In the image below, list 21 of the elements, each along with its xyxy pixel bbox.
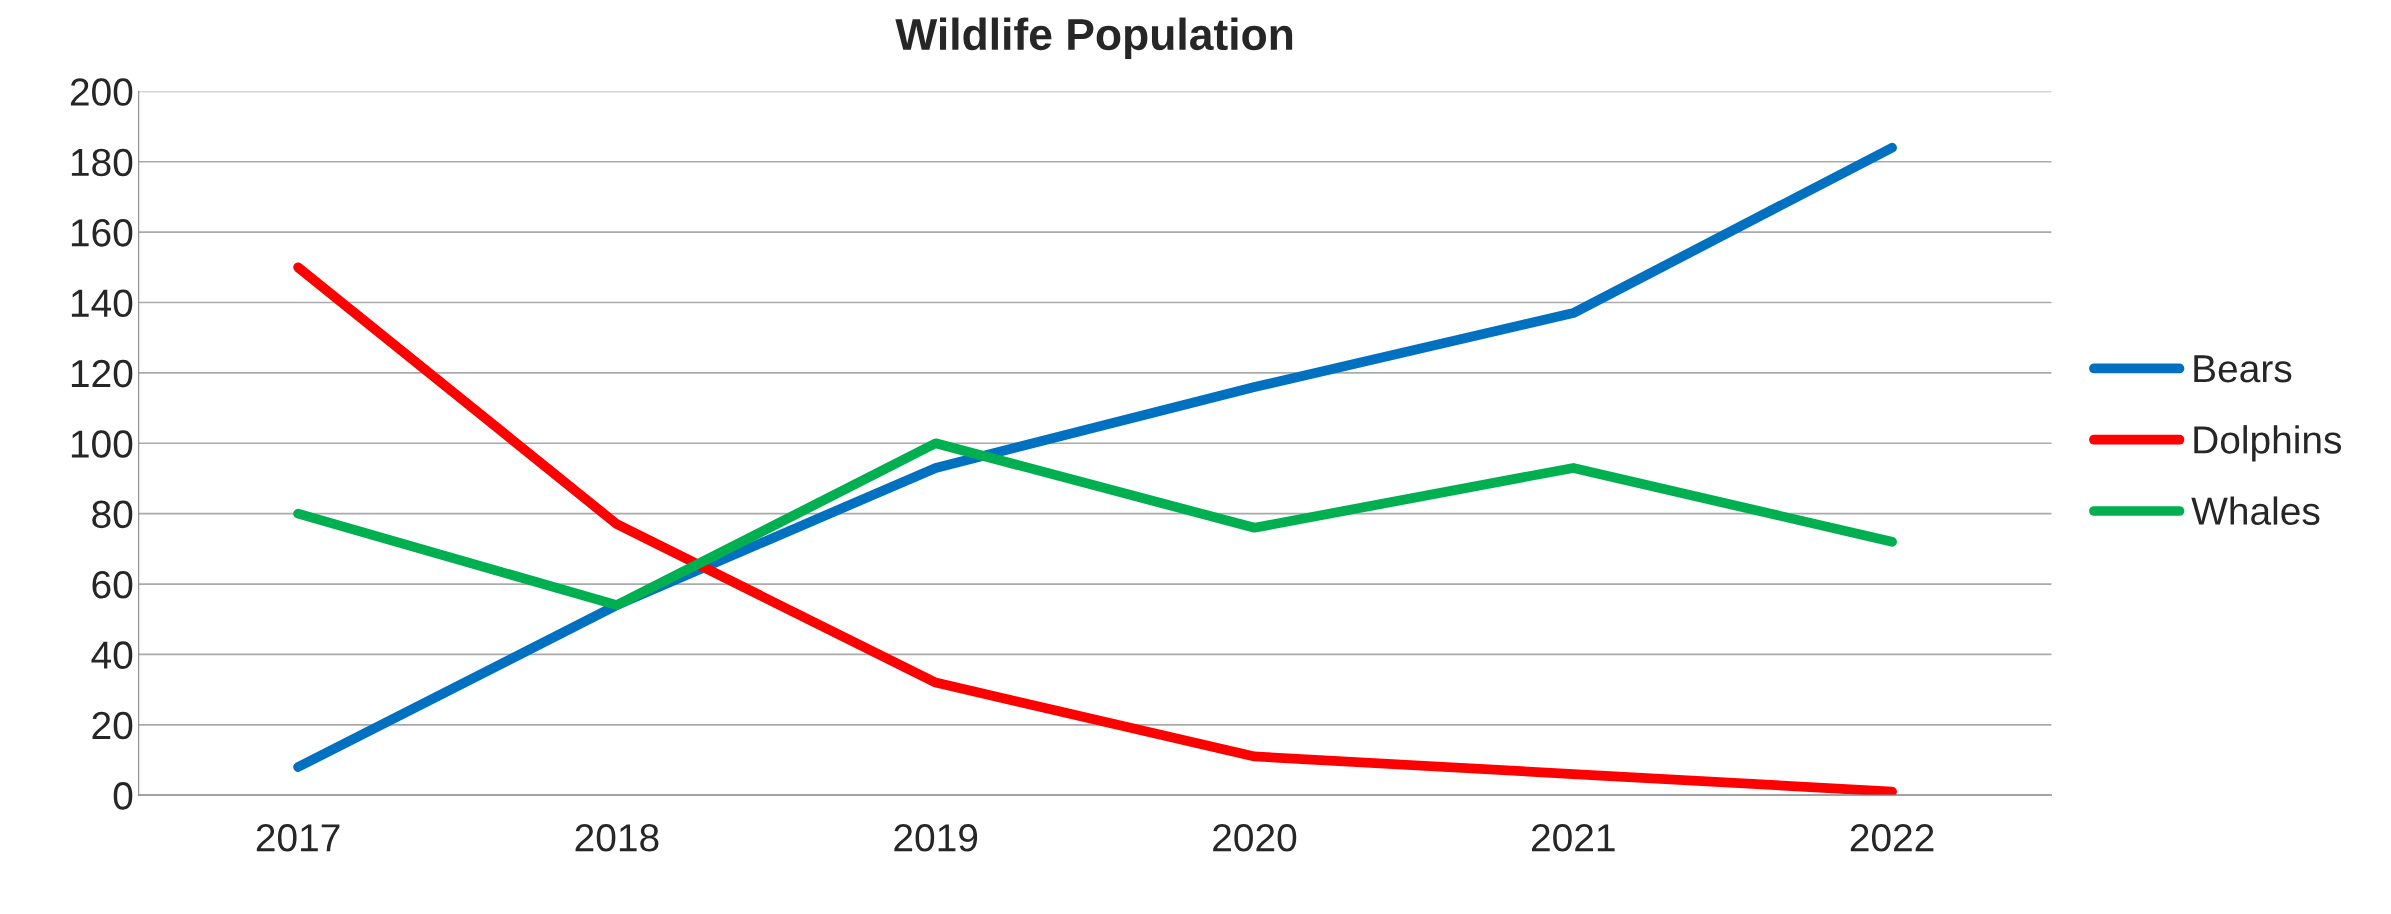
x-tick-label: 2022 [1850,823,1934,852]
y-tick-label: 0 [113,782,133,810]
x-tick-label: 2020 [1213,823,1297,852]
chart-title: Wildlife Population [895,17,1293,59]
x-tick-label: 2017 [256,823,340,852]
y-tick-label: 180 [71,148,133,177]
y-tick-label: 160 [71,219,133,247]
y-tick-label: 100 [71,430,133,458]
legend-label: Bears [2194,355,2292,383]
x-tick-label: 2018 [575,823,659,852]
legend-label: Whales [2191,496,2320,525]
y-tick-label: 40 [91,641,133,669]
y-tick-label: 60 [92,570,133,599]
legend-label: Dolphins [2194,425,2342,462]
y-tick-label: 140 [71,289,133,318]
y-tick-label: 20 [92,711,133,740]
x-tick-label: 2019 [894,823,978,852]
x-tick-label: 2021 [1531,823,1615,852]
y-tick-label: 200 [70,78,133,106]
y-tick-label: 120 [71,359,133,388]
y-tick-label: 80 [92,500,133,529]
